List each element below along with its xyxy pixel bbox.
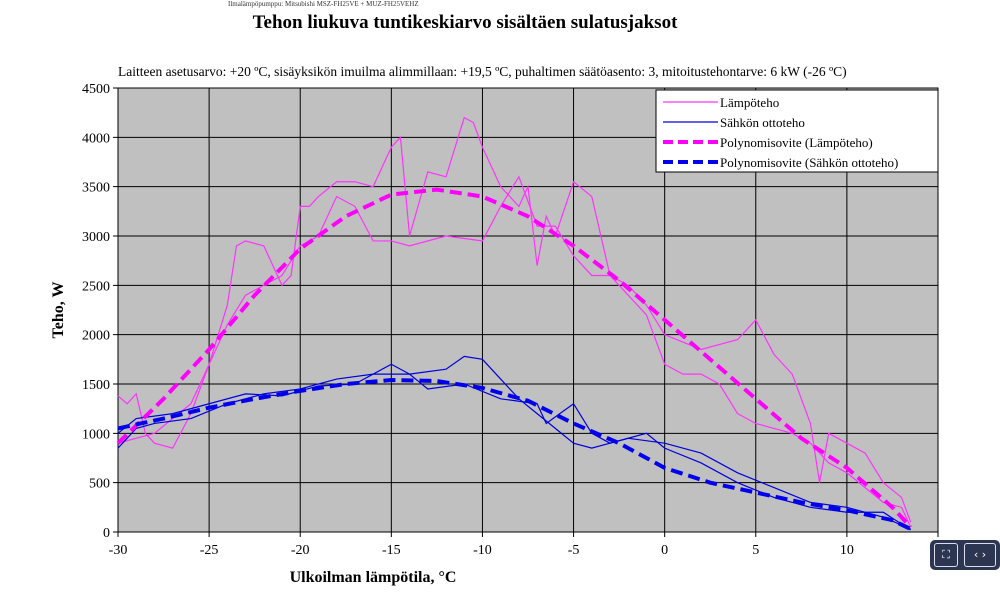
prev-next-icon[interactable]: ‹ › [964, 543, 996, 567]
y-tick-label: 4000 [82, 131, 110, 146]
chart-subtitle: Laitteen asetusarvo: +20 ºC, sisäyksikön… [118, 64, 847, 79]
y-tick-label: 0 [103, 526, 110, 541]
x-tick-label: -20 [291, 543, 310, 558]
y-tick-label: 3500 [82, 181, 110, 196]
x-tick-label: -5 [568, 543, 580, 558]
legend [655, 89, 939, 173]
y-tick-label: 2500 [82, 279, 110, 294]
x-tick-label: -25 [200, 543, 219, 558]
y-tick-label: 4500 [82, 82, 110, 97]
x-tick-label: 5 [752, 543, 759, 558]
y-tick-label: 1000 [82, 427, 110, 442]
chart-title: Tehon liukuva tuntikeskiarvo sisältäen s… [252, 12, 678, 33]
fit-screen-icon[interactable]: ⛶ [934, 543, 958, 567]
series-line-1 [117, 175, 912, 523]
series-line-3 [116, 187, 913, 529]
x-tick-label: 0 [661, 543, 668, 558]
x-tick-label: 10 [840, 543, 854, 558]
legend-label: Polynomisovite (Sähkön ottoteho) [720, 155, 898, 170]
legend-label: Polynomisovite (Lämpöteho) [720, 135, 873, 150]
x-tick-label: -15 [382, 543, 401, 558]
header-text: Ilmalämpöpumppu: Mitsubishi MSZ-FH25VE +… [228, 0, 419, 8]
y-tick-label: 2000 [82, 329, 110, 344]
x-tick-label: -30 [109, 543, 128, 558]
y-axis-label: Teho, W [50, 282, 67, 339]
y-tick-label: 3000 [82, 230, 110, 245]
series-line-1 [117, 116, 912, 528]
x-tick-label: -10 [473, 543, 492, 558]
x-axis-label: Ulkoilman lämpötila, °C [290, 569, 457, 586]
legend-label: Sähkön ottoteho [720, 115, 805, 130]
y-tick-label: 1500 [82, 378, 110, 393]
viewer-controls: ⛶ ‹ › [930, 540, 1000, 570]
y-tick-label: 500 [89, 477, 110, 492]
legend-label: Lämpöteho [720, 95, 779, 110]
series-line-4 [117, 378, 912, 531]
